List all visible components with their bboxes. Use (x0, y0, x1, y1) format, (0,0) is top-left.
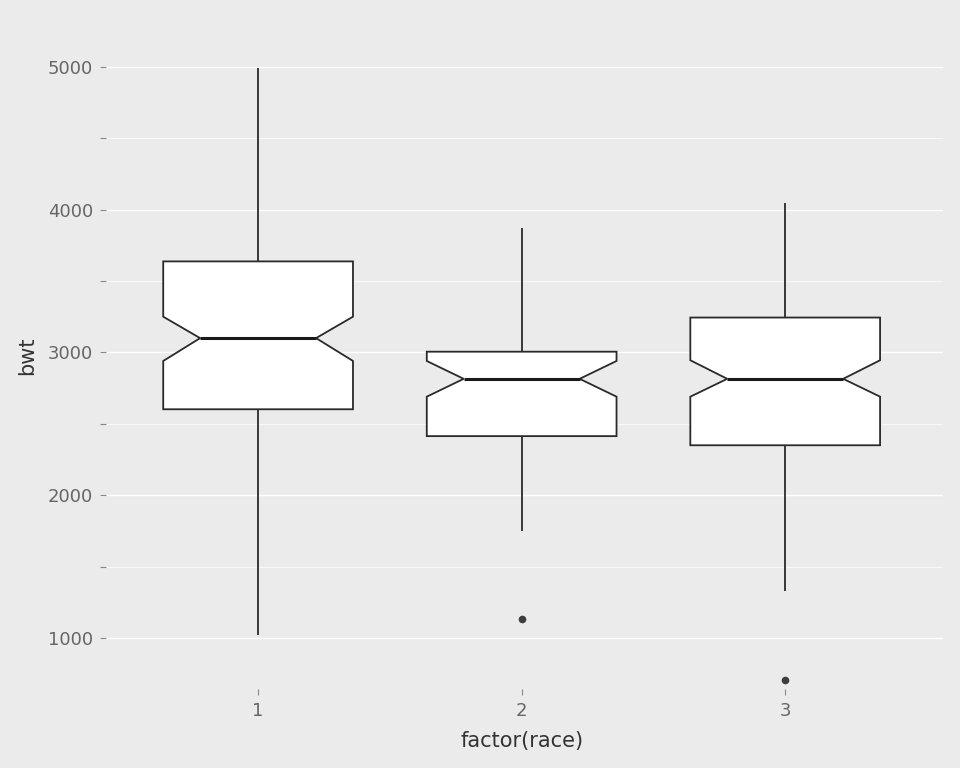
Polygon shape (163, 261, 353, 409)
Y-axis label: bwt: bwt (16, 336, 36, 376)
Polygon shape (427, 352, 616, 436)
X-axis label: factor(race): factor(race) (460, 731, 584, 751)
Polygon shape (690, 317, 880, 445)
